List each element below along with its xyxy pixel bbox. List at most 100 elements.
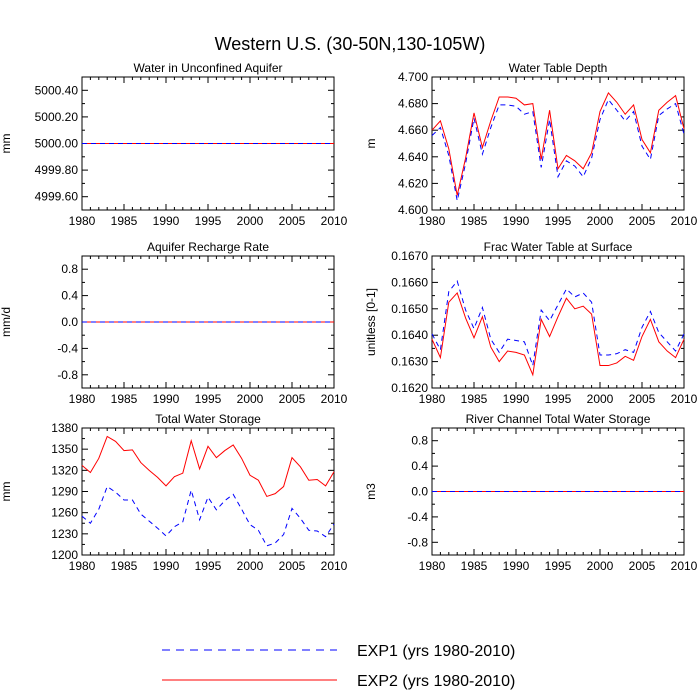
x-tick-label: 2005	[629, 559, 656, 573]
series-line-exp1	[431, 280, 685, 366]
x-tick-label: 2000	[587, 392, 614, 406]
x-tick-label: 2010	[321, 392, 348, 406]
x-tick-label: 1985	[461, 392, 488, 406]
x-tick-label: 1980	[69, 392, 96, 406]
x-tick-label: 1985	[111, 392, 138, 406]
x-tick-label: 1995	[545, 392, 572, 406]
y-tick-label: 1350	[51, 442, 78, 456]
y-tick-label: 1260	[51, 506, 78, 520]
chart-aquifer-recharge-rate: Aquifer Recharge Rate mm/d 1980 1985 1990 199…	[0, 240, 348, 406]
x-tick-label: 2010	[671, 214, 698, 228]
y-tick-label: 1230	[51, 527, 78, 541]
x-tick-label: 1990	[153, 559, 180, 573]
y-tick-label: 4.660	[398, 123, 428, 137]
legend-label-exp1: EXP1 (yrs 1980-2010)	[357, 643, 515, 660]
chart-water-in-unconfined-aquifer: Water in Unconfined Aquifer mm 1980 1985 199…	[0, 61, 348, 228]
chart-panels: Water in Unconfined Aquifer mm 1980 1985 199…	[0, 61, 698, 573]
y-axis-label: mm/d	[0, 307, 13, 337]
y-tick-label: -0.8	[407, 535, 428, 549]
y-axis-label: unitless [0-1]	[364, 288, 378, 356]
y-tick-label: 4999.60	[35, 190, 79, 204]
y-tick-label: 0.0	[61, 315, 78, 329]
series-line-exp2	[81, 435, 335, 498]
chart-frac-water-table-at-surface: Frac Water Table at Surface unitless [0-1…	[364, 240, 698, 406]
x-tick-label: 2005	[279, 214, 306, 228]
y-tick-label: 4.620	[398, 176, 428, 190]
y-tick-label: 1380	[51, 421, 78, 435]
chart-total-water-storage: Total Water Storage mm 1980 1985 1990 1995 200…	[0, 412, 348, 573]
y-tick-label: 1290	[51, 485, 78, 499]
x-tick-label: 2005	[279, 559, 306, 573]
series-line-exp2	[431, 291, 685, 377]
panel-title: Total Water Storage	[155, 412, 261, 426]
y-tick-label: 0.4	[411, 459, 428, 473]
x-tick-label: 2005	[629, 392, 656, 406]
y-tick-label: 0.1670	[391, 249, 428, 263]
y-tick-label: 4.700	[398, 70, 428, 84]
chart-water-table-depth: Water Table Depth m 1980 1985 1990 1995 2000 20…	[364, 61, 698, 228]
plot-frame	[431, 255, 685, 389]
x-tick-label: 2000	[587, 559, 614, 573]
x-tick-label: 1980	[69, 559, 96, 573]
x-tick-label: 1980	[69, 214, 96, 228]
y-tick-label: 4.640	[398, 150, 428, 164]
x-tick-label: 1980	[419, 559, 446, 573]
series-line-exp2	[431, 92, 685, 196]
x-tick-label: 2000	[237, 559, 264, 573]
x-tick-label: 1990	[503, 214, 530, 228]
x-tick-label: 1995	[195, 214, 222, 228]
y-tick-label: 4.600	[398, 203, 428, 217]
y-tick-label: 5000.40	[35, 83, 79, 97]
x-tick-label: 2005	[629, 214, 656, 228]
legend-entry-exp1: EXP1 (yrs 1980-2010)	[162, 643, 515, 660]
x-tick-label: 1995	[545, 559, 572, 573]
x-tick-label: 1985	[111, 559, 138, 573]
legend-label-exp2: EXP2 (yrs 1980-2010)	[357, 673, 515, 690]
y-tick-label: -0.4	[407, 510, 428, 524]
x-tick-label: 1985	[111, 214, 138, 228]
legend-entry-exp2: EXP2 (yrs 1980-2010)	[162, 673, 515, 690]
y-tick-label: 0.1640	[391, 328, 428, 342]
x-tick-label: 2000	[237, 392, 264, 406]
y-tick-label: 0.8	[61, 262, 78, 276]
x-tick-label: 2010	[671, 392, 698, 406]
y-tick-label: -0.4	[57, 341, 78, 355]
legend: EXP1 (yrs 1980-2010) EXP2 (yrs 1980-2010…	[162, 643, 515, 690]
x-tick-label: 1990	[503, 559, 530, 573]
series-line-exp1	[431, 98, 685, 201]
y-tick-label: 1320	[51, 463, 78, 477]
panel-title: Aquifer Recharge Rate	[147, 240, 269, 254]
y-tick-label: 5000.00	[35, 137, 79, 151]
y-tick-label: 0.1620	[391, 381, 428, 395]
y-tick-label: 0.1650	[391, 302, 428, 316]
y-axis-label: mm	[0, 482, 13, 502]
x-tick-label: 2000	[237, 214, 264, 228]
x-tick-label: 1985	[461, 214, 488, 228]
x-tick-label: 1990	[153, 214, 180, 228]
x-tick-label: 2000	[587, 214, 614, 228]
panel-title: River Channel Total Water Storage	[466, 412, 651, 426]
x-tick-label: 1980	[419, 214, 446, 228]
x-tick-label: 1990	[503, 392, 530, 406]
panel-title: Frac Water Table at Surface	[484, 240, 633, 254]
figure-title: Western U.S. (30-50N,130-105W)	[215, 34, 486, 54]
y-axis-label: mm	[0, 134, 13, 154]
y-tick-label: 4999.80	[35, 163, 79, 177]
y-tick-label: 1200	[51, 548, 78, 562]
panel-title: Water Table Depth	[509, 61, 608, 75]
y-tick-label: 0.8	[411, 434, 428, 448]
series-line-exp1	[81, 485, 335, 547]
x-tick-label: 2010	[321, 214, 348, 228]
x-tick-label: 2005	[279, 392, 306, 406]
y-axis-label: m	[364, 139, 378, 149]
x-tick-label: 1995	[195, 559, 222, 573]
y-axis-label: m3	[364, 483, 378, 500]
x-tick-label: 1995	[195, 392, 222, 406]
chart-river-channel-total-water-storage: River Channel Total Water Storage m3 1980 1…	[364, 412, 698, 573]
x-tick-label: 1985	[461, 559, 488, 573]
y-tick-label: 0.1630	[391, 355, 428, 369]
y-tick-label: 4.680	[398, 97, 428, 111]
y-tick-label: 0.4	[61, 289, 78, 303]
x-tick-label: 1980	[419, 392, 446, 406]
